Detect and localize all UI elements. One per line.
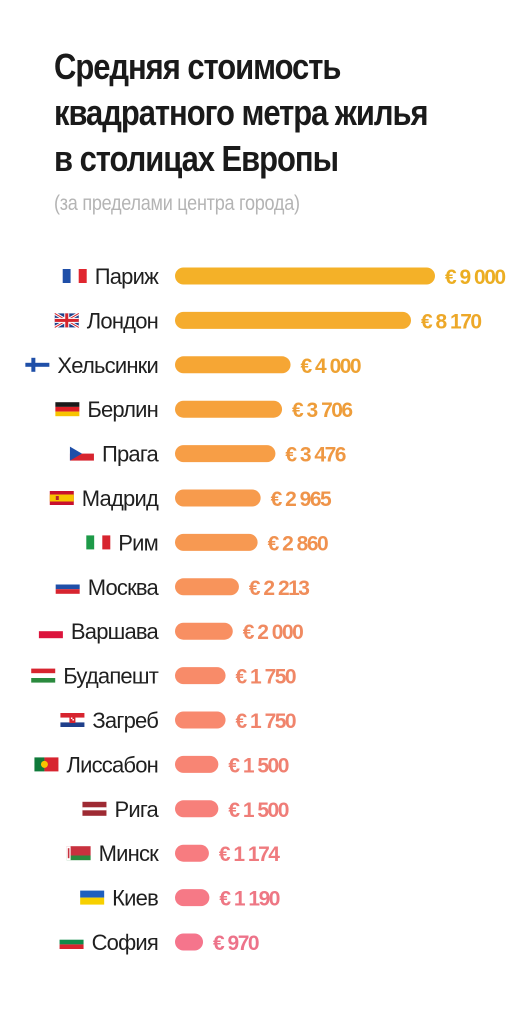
title-line: квадратного метра жилья [54,92,429,133]
category-label: Москва [88,575,160,600]
bar [175,844,209,862]
value-label: € 1 500 [228,799,288,822]
category-label: Мадрид [82,486,159,511]
chart-row: € 1 174 Минск [66,841,282,866]
chart-row: € 2 000 Варшава [38,619,305,644]
chart-row: € 1 190 Киев [80,886,281,911]
croatia-flag-icon [60,713,85,727]
bulgaria-flag-icon [59,935,84,949]
finland-flag-icon [25,357,50,372]
ukraine-flag-icon [80,890,105,905]
chart-row: € 2 213 Москва [55,575,311,600]
category-label: Париж [95,264,159,289]
bar [175,755,219,773]
category-label: Хельсинки [57,353,158,378]
value-label: € 3 706 [292,399,352,422]
category-label: София [92,930,158,955]
poland-flag-icon [38,624,63,639]
category-label: Рига [114,797,159,822]
bar [175,667,226,685]
category-label: Варшава [71,619,160,644]
bar [175,489,261,507]
bar [175,533,258,551]
bar [175,889,210,907]
bar [175,445,276,463]
chart-row: € 2 965 Мадрид [49,486,334,511]
category-label: Лондон [87,308,158,333]
value-label: € 4 000 [301,355,361,378]
chart-subtitle: (за пределами центра города) [54,192,300,215]
bar [175,711,226,729]
value-label: € 1 750 [236,710,296,733]
bar [175,578,239,596]
germany-flag-icon [55,402,80,417]
chart-row: € 8 170 Лондон [53,308,483,333]
category-label: Прага [102,442,160,467]
bar [175,356,291,374]
category-label: Загреб [92,708,158,733]
category-label: Лиссабон [66,752,158,777]
bar [175,622,233,640]
chart-title: Средняя стоимость квадратного метра жиль… [54,44,450,182]
value-label: € 2 213 [249,577,309,600]
chart-row: € 4 000 Хельсинки [25,353,362,378]
chart-row: € 1 750 Будапешт [31,664,297,689]
chart-row: € 1 750 Загреб [60,708,297,733]
hungary-flag-icon [31,668,56,683]
chart-row: € 970 София [59,930,260,955]
chart-row: € 1 500 Лиссабон [34,752,290,777]
portugal-flag-icon [34,757,59,772]
belarus-flag-icon [66,846,91,861]
italy-flag-icon [86,535,111,550]
bar [175,800,219,818]
value-label: € 2 860 [268,532,328,555]
title-line: Средняя стоимость [54,46,341,87]
chart-row: € 1 500 Рига [82,797,290,822]
bar [175,267,435,285]
chart-row: € 2 860 Рим [86,530,330,555]
value-label: € 970 [213,932,259,955]
chart-row: € 3 706 Берлин [55,397,354,422]
czech-flag-icon [69,446,94,461]
bar [175,311,412,329]
latvia-flag-icon [82,801,107,816]
title-line: в столицах Европы [54,138,339,179]
category-label: Берлин [87,397,158,422]
chart-row: € 9 000 Париж [62,264,507,289]
value-label: € 1 750 [236,666,296,689]
category-label: Киев [112,886,158,911]
russia-flag-icon [55,579,80,594]
category-label: Будапешт [63,664,158,689]
value-label: € 2 000 [243,621,303,644]
chart-row: € 3 476 Прага [69,442,347,467]
value-label: € 3 476 [285,444,345,467]
value-label: € 1 174 [219,843,280,866]
bar [175,400,283,418]
value-label: € 1 190 [219,888,279,911]
bar [175,933,204,951]
value-label: € 9 000 [445,266,505,289]
spain-flag-icon [49,491,74,505]
uk-flag-icon [53,312,80,329]
category-label: Минск [99,841,160,866]
value-label: € 2 965 [271,488,332,511]
value-label: € 1 500 [228,754,288,777]
category-label: Рим [118,530,158,555]
france-flag-icon [62,269,87,283]
value-label: € 8 170 [421,310,481,333]
